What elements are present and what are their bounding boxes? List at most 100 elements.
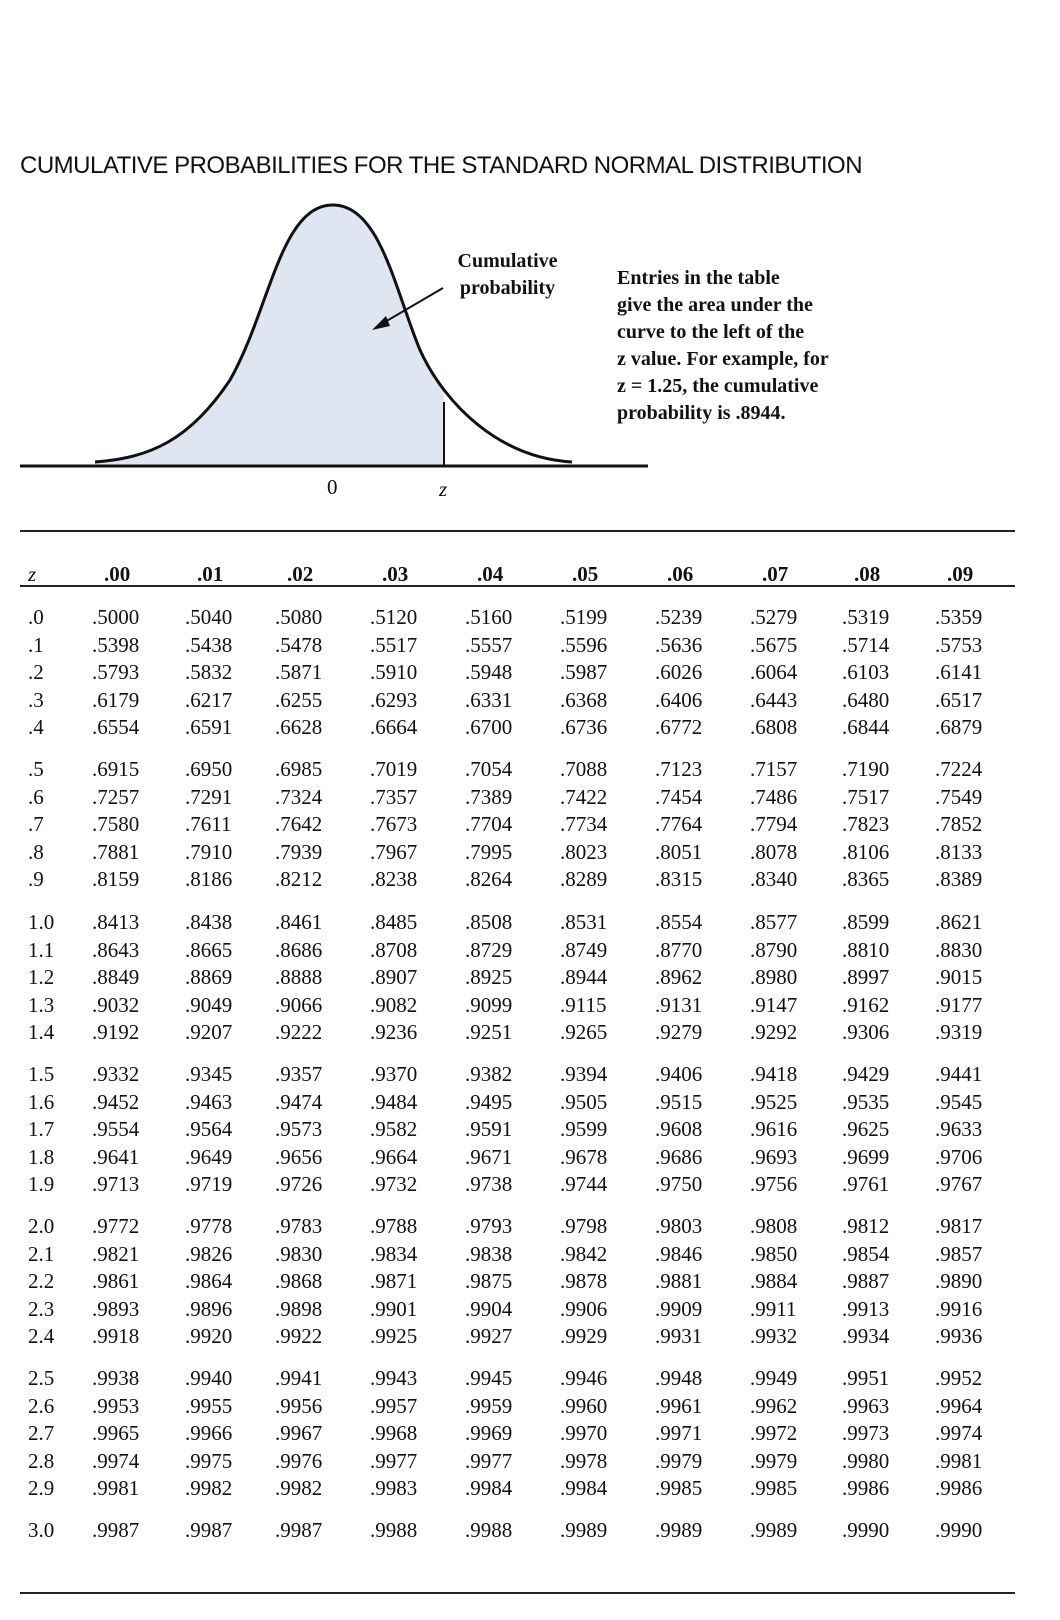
probability-cell: .9750: [655, 1172, 703, 1196]
probability-cell: .6628: [275, 715, 323, 739]
probability-cell: .6103: [842, 660, 890, 684]
probability-cell: .9641: [92, 1144, 140, 1169]
probability-cell: .9656: [275, 1144, 323, 1169]
probability-cell: .9693: [750, 1144, 798, 1169]
probability-cell: .6591: [185, 715, 233, 739]
probability-cell: .5948: [465, 660, 513, 684]
probability-cell: .9985: [655, 1476, 703, 1500]
table-header: z .00 .01 .02 .03 .04 .05 .06 .07 .08 .09: [20, 562, 1015, 590]
probability-cell: .9890: [935, 1269, 983, 1293]
probability-cell: .9406: [655, 1062, 703, 1086]
probability-cell: .9980: [842, 1448, 890, 1473]
probability-cell: .9429: [842, 1062, 890, 1086]
probability-cell: .8023: [560, 839, 608, 864]
probability-cell: .9761: [842, 1172, 890, 1196]
probability-cell: .9967: [275, 1421, 323, 1445]
probability-cell: .9904: [465, 1296, 513, 1321]
probability-cell: .9452: [92, 1089, 140, 1114]
probability-cell: .5871: [275, 660, 323, 684]
probability-cell: .5359: [935, 605, 983, 629]
probability-cell: .9719: [185, 1172, 233, 1196]
z-value: 2.8: [28, 1448, 55, 1473]
probability-cell: .8888: [275, 965, 323, 989]
probability-cell: .9887: [842, 1269, 890, 1293]
row-group: 2.0 .9772 .9778 .9783 .9788 .9793 .9798 .9803 .9…: [20, 1214, 1015, 1352]
probability-cell: .9963: [842, 1393, 890, 1418]
probability-cell: .6331: [465, 687, 513, 712]
probability-cell: .8599: [842, 910, 890, 934]
probability-cell: .9474: [275, 1089, 323, 1114]
probability-cell: .5239: [655, 605, 703, 629]
probability-cell: .6406: [655, 687, 703, 712]
probability-cell: .9345: [185, 1062, 233, 1086]
probability-cell: .9988: [370, 1518, 418, 1542]
probability-cell: .9974: [935, 1421, 983, 1445]
probability-cell: .7764: [655, 812, 703, 836]
probability-cell: .8531: [560, 910, 608, 934]
probability-cell: .5398: [92, 632, 140, 657]
probability-cell: .9934: [842, 1324, 890, 1348]
probability-cell: .6064: [750, 660, 798, 684]
probability-cell: .9990: [935, 1518, 983, 1542]
probability-cell: .9625: [842, 1117, 890, 1141]
probability-cell: .9989: [655, 1518, 703, 1542]
z-value: .4: [28, 715, 44, 739]
probability-cell: .6985: [275, 757, 323, 781]
probability-cell: .9292: [750, 1020, 798, 1044]
probability-cell: .9394: [560, 1062, 608, 1086]
table-row: .4 .6554 .6591 .6628 .6664 .6700 .6736 .6772 .68…: [20, 715, 1015, 743]
z-value: 2.9: [28, 1476, 55, 1500]
probability-cell: .5793: [92, 660, 140, 684]
probability-cell: .9099: [465, 992, 513, 1017]
probability-cell: .9265: [560, 1020, 608, 1044]
z-value: 1.1: [28, 937, 55, 962]
probability-cell: .8729: [465, 937, 513, 962]
probability-cell: .9418: [750, 1062, 798, 1086]
probability-cell: .7054: [465, 757, 513, 781]
probability-cell: .8849: [92, 965, 140, 989]
probability-cell: .9032: [92, 992, 140, 1017]
z-value: .0: [28, 605, 44, 629]
probability-cell: .7422: [560, 784, 608, 809]
table-row: 2.8 .9974 .9975 .9976 .9977 .9977 .9978 .9979 .9…: [20, 1449, 1015, 1477]
probability-cell: .5319: [842, 605, 890, 629]
probability-cell: .9484: [370, 1089, 418, 1114]
z-value: 2.3: [28, 1296, 55, 1321]
normal-curve-icon: [20, 203, 648, 468]
table-row: 1.3 .9032 .9049 .9066 .9082 .9099 .9115 .9131 .9…: [20, 993, 1015, 1021]
probability-cell: .9972: [750, 1421, 798, 1445]
probability-cell: .9969: [465, 1421, 513, 1445]
table-row: 2.1 .9821 .9826 .9830 .9834 .9838 .9842 .9846 .9…: [20, 1242, 1015, 1270]
z-value: .8: [28, 839, 44, 864]
table-row: 2.0 .9772 .9778 .9783 .9788 .9793 .9798 .9803 .9…: [20, 1214, 1015, 1242]
probability-cell: .9960: [560, 1393, 608, 1418]
probability-cell: .8461: [275, 910, 323, 934]
probability-cell: .9986: [935, 1476, 983, 1500]
probability-cell: .9608: [655, 1117, 703, 1141]
probability-cell: .8238: [370, 867, 418, 891]
probability-cell: .9981: [935, 1448, 983, 1473]
probability-cell: .8665: [185, 937, 233, 962]
probability-cell: .9974: [92, 1448, 140, 1473]
probability-cell: .6141: [935, 660, 983, 684]
probability-cell: .7454: [655, 784, 703, 809]
probability-cell: .8749: [560, 937, 608, 962]
header-col: .00: [104, 562, 131, 586]
z-value: 1.3: [28, 992, 55, 1017]
z-value: .5: [28, 757, 44, 781]
header-rule: [20, 585, 1015, 587]
probability-cell: .9279: [655, 1020, 703, 1044]
probability-cell: .7673: [370, 812, 418, 836]
probability-cell: .7257: [92, 784, 140, 809]
probability-cell: .9251: [465, 1020, 513, 1044]
probability-cell: .9922: [275, 1324, 323, 1348]
probability-cell: .6772: [655, 715, 703, 739]
probability-cell: .9147: [750, 992, 798, 1017]
probability-cell: .8485: [370, 910, 418, 934]
table-row: 3.0 .9987 .9987 .9987 .9988 .9988 .9989 .9989 .9…: [20, 1518, 1015, 1546]
probability-cell: .9838: [465, 1241, 513, 1266]
table-row: .5 .6915 .6950 .6985 .7019 .7054 .7088 .7123 .71…: [20, 757, 1015, 785]
probability-cell: .9817: [935, 1214, 983, 1238]
probability-cell: .9850: [750, 1241, 798, 1266]
probability-cell: .9962: [750, 1393, 798, 1418]
